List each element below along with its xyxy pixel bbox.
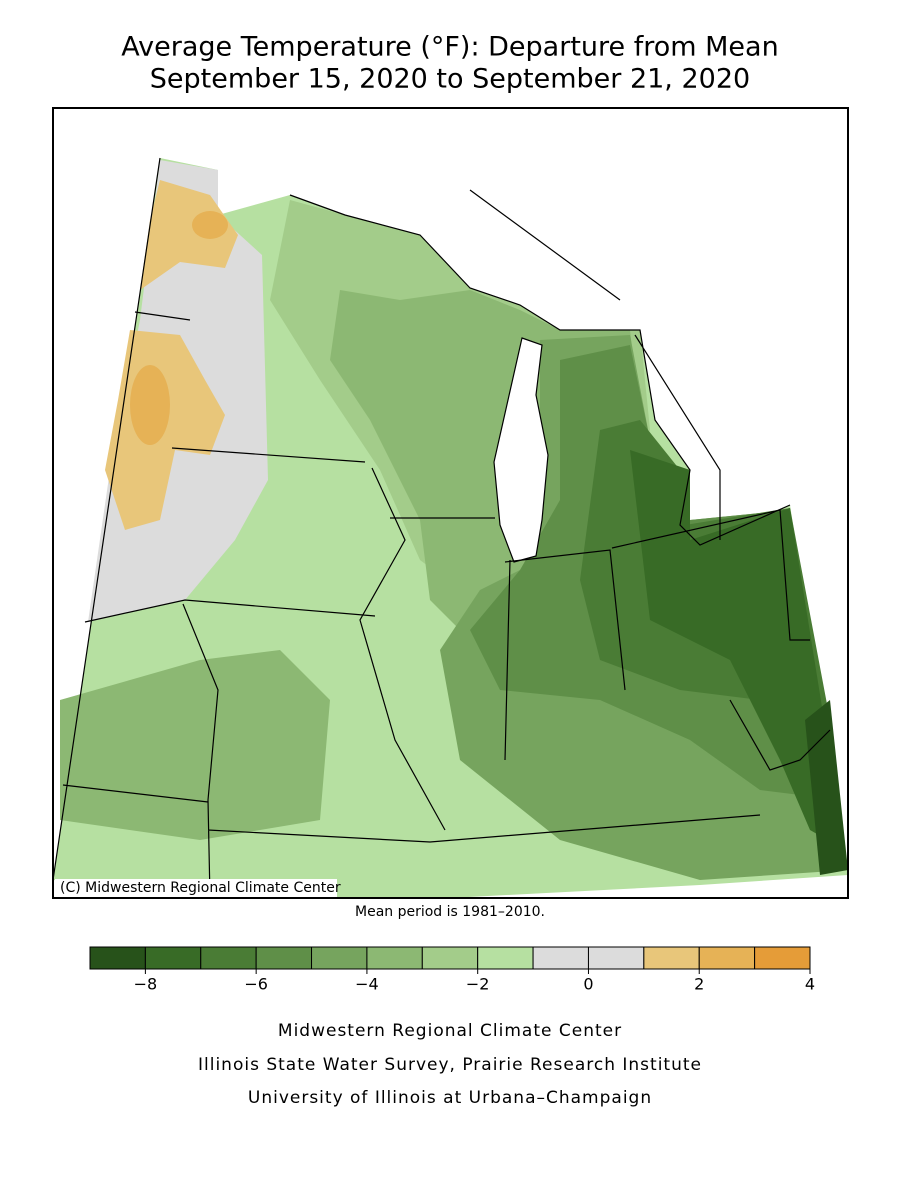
shade (630, 450, 845, 850)
legend-swatch (477, 946, 534, 970)
legend-tick-label: 2 (694, 975, 704, 994)
legend-tick-label: 4 (805, 975, 815, 994)
coastline (289, 189, 791, 546)
shade-orange (192, 211, 228, 239)
map-frame (52, 107, 849, 899)
copyright-box (55, 879, 337, 897)
legend-swatch (754, 946, 811, 970)
map: (C) Midwestern Regional Climate Center (52, 107, 849, 899)
legend-swatch (311, 946, 368, 970)
legend-swatch (89, 946, 146, 970)
footer-line: Illinois State Water Survey, Prairie Res… (198, 1055, 702, 1075)
legend-swatch (587, 946, 645, 970)
legend-tick-label: −8 (134, 975, 158, 994)
shade-orange (130, 365, 170, 445)
lake-michigan (493, 337, 549, 563)
legend-swatch (643, 946, 700, 970)
legend-tick-label: −6 (244, 975, 268, 994)
title-line: Average Temperature (°F): Departure from… (121, 32, 778, 63)
legend-swatch (532, 946, 589, 970)
legend-swatch (698, 946, 756, 970)
legend-swatch (200, 946, 257, 970)
legend-swatch (144, 946, 202, 970)
footer-line: Midwestern Regional Climate Center (278, 1021, 622, 1041)
legend-tick-label: −4 (355, 975, 379, 994)
footer-line: University of Illinois at Urbana–Champai… (248, 1088, 652, 1108)
copyright: (C) Midwestern Regional Climate Center (60, 880, 341, 896)
state-line (52, 157, 831, 899)
legend-swatch (421, 946, 479, 970)
legend: −8 −6 −4 −2 0 2 4 (89, 946, 815, 994)
legend-swatch (255, 946, 313, 970)
title-line: September 15, 2020 to September 21, 2020 (150, 64, 750, 95)
shade-orange (140, 180, 238, 290)
legend-tick-label: −2 (466, 975, 490, 994)
legend-tick-label: 0 (583, 975, 593, 994)
legend-swatch (366, 946, 423, 970)
mean-note: Mean period is 1981–2010. (355, 904, 545, 920)
